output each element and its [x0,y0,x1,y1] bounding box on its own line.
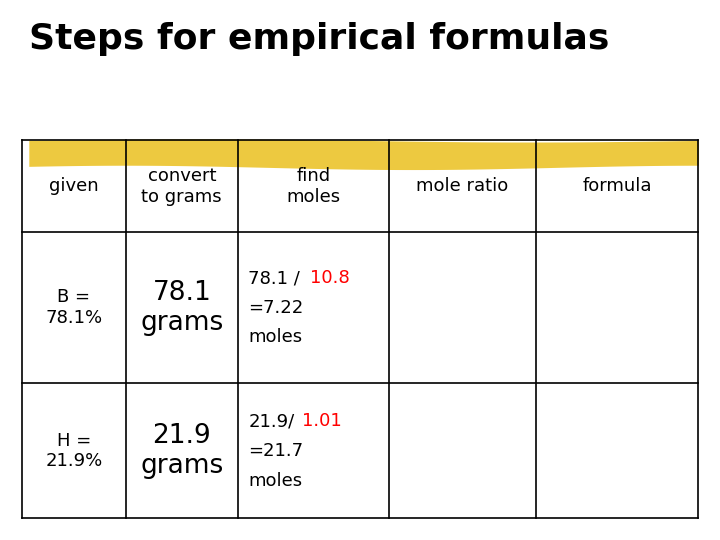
Text: 78.1
grams: 78.1 grams [140,280,223,336]
Text: B =
78.1%: B = 78.1% [45,288,102,327]
Text: 21.9/: 21.9/ [248,412,294,430]
Text: formula: formula [582,177,652,195]
Text: given: given [49,177,99,195]
Text: mole ratio: mole ratio [416,177,509,195]
Text: =21.7: =21.7 [248,442,304,460]
Text: 21.9
grams: 21.9 grams [140,423,223,479]
Text: moles: moles [248,328,302,347]
Text: =7.22: =7.22 [248,299,304,317]
Text: 1.01: 1.01 [302,412,342,430]
Text: find
moles: find moles [286,167,341,206]
Text: moles: moles [248,471,302,490]
Text: Steps for empirical formulas: Steps for empirical formulas [29,22,609,56]
Text: H =
21.9%: H = 21.9% [45,431,102,470]
Text: 78.1 /: 78.1 / [248,269,300,287]
Text: 10.8: 10.8 [310,269,349,287]
Text: convert
to grams: convert to grams [142,167,222,206]
